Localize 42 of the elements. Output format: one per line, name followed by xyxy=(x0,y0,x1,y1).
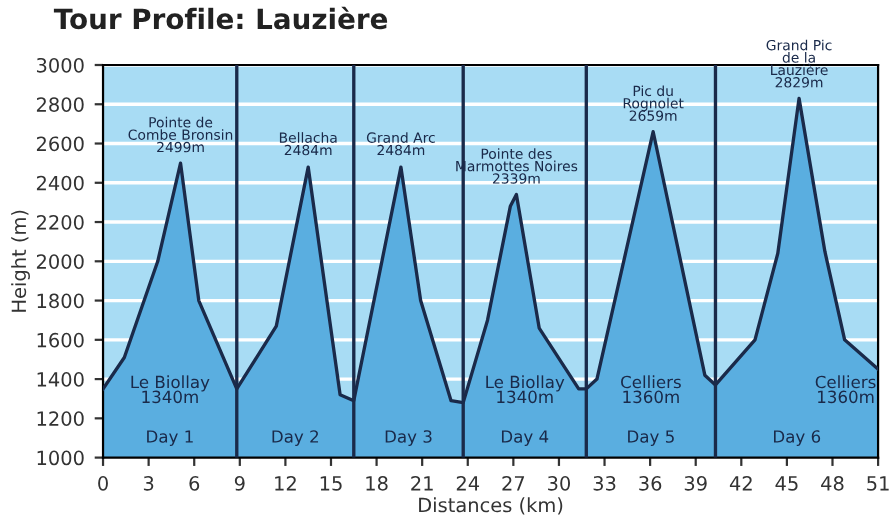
y-tick-label: 2400 xyxy=(36,175,84,191)
x-tick-label: 27 xyxy=(502,476,525,491)
x-tick-label: 15 xyxy=(320,476,342,491)
y-tick-label: 3000 xyxy=(36,57,84,73)
x-tick-label: 18 xyxy=(366,476,388,491)
y-tick-label: 2800 xyxy=(36,97,84,112)
x-tick-label: 21 xyxy=(411,476,433,491)
annotation: Le Biollay 1340m xyxy=(131,375,210,404)
x-tick-label: 39 xyxy=(684,476,707,491)
y-tick-label: 1000 xyxy=(37,450,84,466)
x-tick-label: 24 xyxy=(456,476,480,491)
annotation: Day 2 xyxy=(272,430,319,447)
x-tick-label: 9 xyxy=(234,476,245,491)
x-tick-label: 48 xyxy=(821,476,844,491)
x-tick-label: 3 xyxy=(143,476,154,491)
y-tick-label: 2600 xyxy=(36,136,84,152)
annotation: Day 6 xyxy=(774,430,821,447)
x-tick-label: 36 xyxy=(639,476,662,491)
x-tick-label: 0 xyxy=(98,476,108,491)
x-axis-title: Distances (km) xyxy=(419,497,563,515)
y-tick-label: 1600 xyxy=(37,332,84,348)
y-tick-label: 1800 xyxy=(37,293,84,309)
x-tick-label: 12 xyxy=(275,476,296,491)
annotation: Day 1 xyxy=(147,430,193,447)
x-tick-label: 51 xyxy=(867,476,889,491)
annotation: Celliers 1360m xyxy=(815,375,876,404)
annotation: Le Biollay 1340m xyxy=(486,375,565,404)
x-tick-label: 30 xyxy=(548,476,571,491)
annotation: Day 4 xyxy=(501,430,549,447)
chart-title: Tour Profile: Lauzière xyxy=(53,6,388,30)
x-tick-label: 45 xyxy=(775,476,798,491)
y-axis-title: Height (m) xyxy=(11,210,30,312)
x-tick-label: 33 xyxy=(593,476,616,491)
annotation: Celliers 1360m xyxy=(621,375,681,404)
y-tick-label: 1200 xyxy=(37,411,84,426)
annotation: Day 3 xyxy=(385,430,432,447)
y-tick-label: 1400 xyxy=(37,372,84,387)
x-tick-label: 6 xyxy=(189,476,200,491)
y-tick-label: 2000 xyxy=(36,254,84,269)
y-tick-label: 2200 xyxy=(36,215,84,230)
annotation: Day 5 xyxy=(628,430,674,447)
x-tick-label: 42 xyxy=(729,476,752,491)
